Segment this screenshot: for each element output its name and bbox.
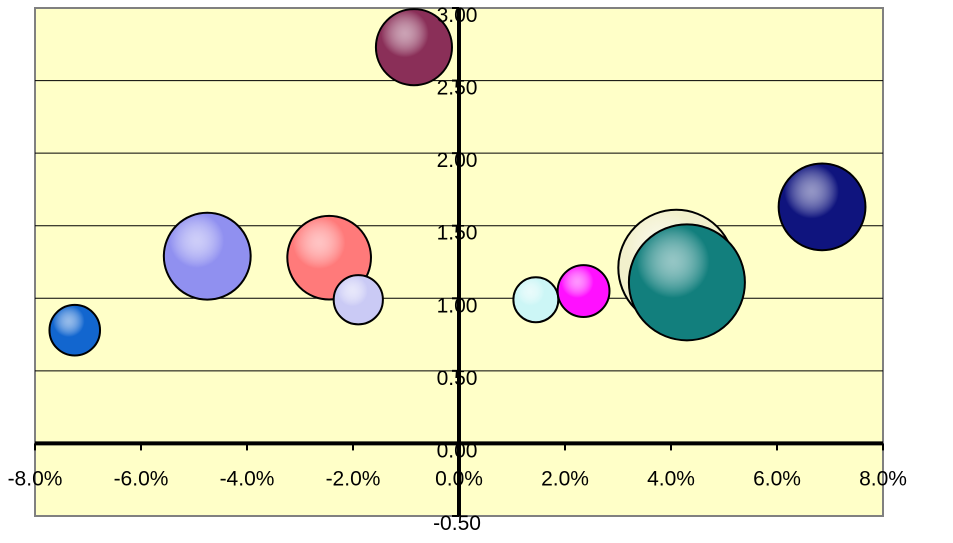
x-tick-label: 6.0% xyxy=(753,467,801,490)
bubble xyxy=(48,303,102,357)
x-tick-label: -6.0% xyxy=(114,467,169,490)
y-tick-label: 3.00 xyxy=(437,4,478,27)
y-tick-labels: -0.50 0.00 0.50 1.00 1.50 2.00 2.50 3.00 xyxy=(433,4,481,535)
bubble xyxy=(162,211,252,301)
bubble xyxy=(777,162,867,252)
x-tick-labels: -8.0% -6.0% -4.0% -2.0% 0.0% 2.0% 4.0% 6.0% 8.0% xyxy=(8,467,907,490)
bubble xyxy=(374,8,453,87)
x-tick-label: -2.0% xyxy=(326,467,381,490)
y-tick-label: 2.50 xyxy=(437,77,478,100)
axes xyxy=(34,7,884,517)
y-tick-label: 0.50 xyxy=(437,367,478,390)
bubble xyxy=(627,223,746,342)
x-tick-label: -8.0% xyxy=(8,467,63,490)
y-tick-label: 1.00 xyxy=(437,294,478,317)
x-tick-label: 4.0% xyxy=(647,467,695,490)
y-tick-label: 2.00 xyxy=(437,149,478,172)
x-tick-label: 0.0% xyxy=(435,467,483,490)
bubbles xyxy=(48,8,867,357)
x-tick-label: 2.0% xyxy=(541,467,589,490)
y-tick-label: 0.00 xyxy=(437,439,478,462)
y-tick-label: -0.50 xyxy=(433,512,481,535)
bubble xyxy=(556,264,611,318)
x-tick-label: -4.0% xyxy=(220,467,275,490)
bubble xyxy=(332,274,384,326)
y-tick-label: 1.50 xyxy=(437,222,478,245)
x-tick-label: 8.0% xyxy=(859,467,907,490)
bubble xyxy=(512,276,560,324)
